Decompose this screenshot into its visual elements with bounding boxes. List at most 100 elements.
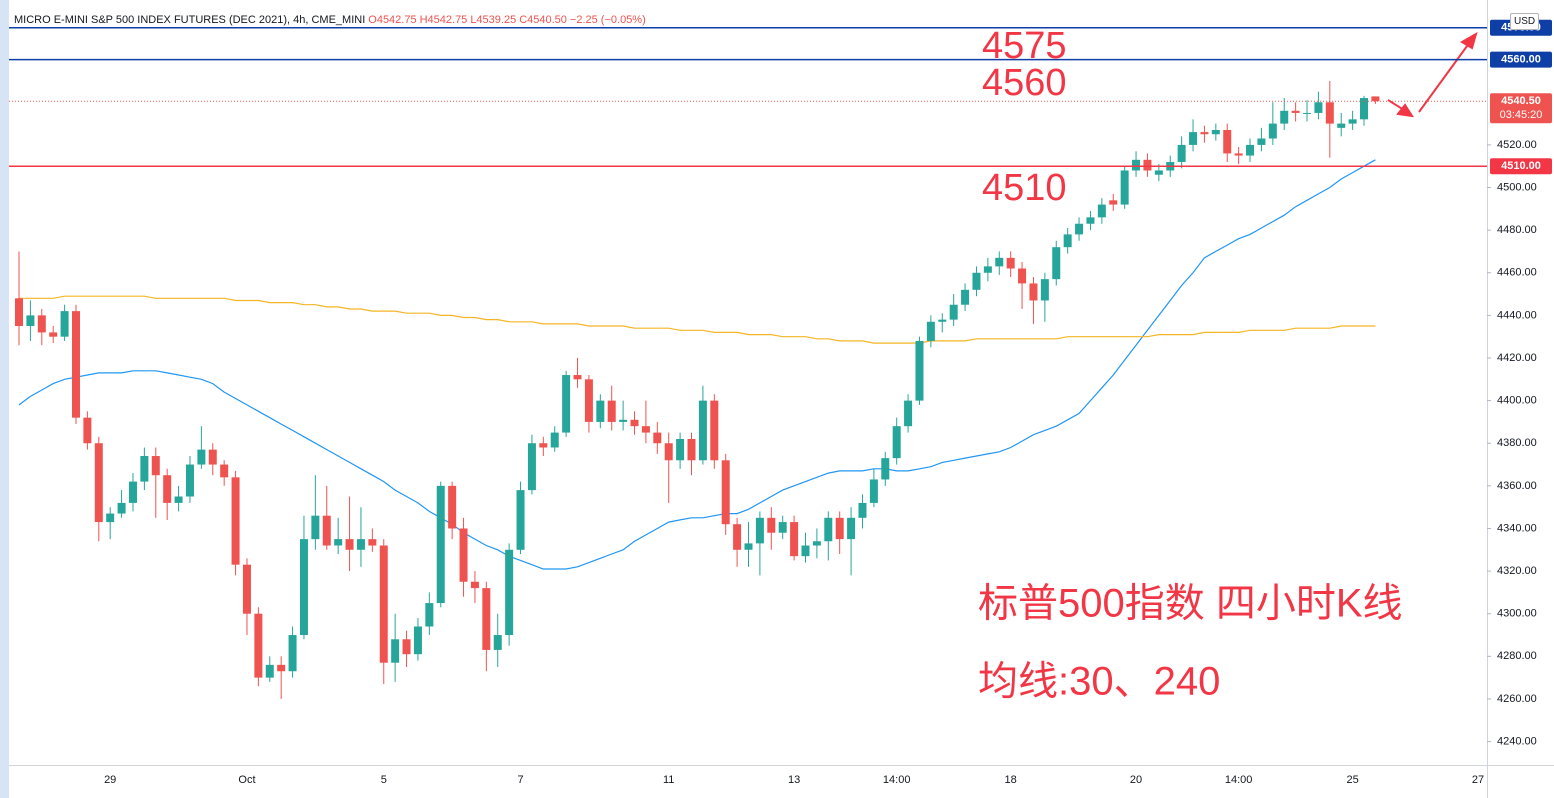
candle-body: [1234, 153, 1243, 156]
candle-body: [733, 524, 742, 550]
candle-body: [391, 639, 400, 663]
candle-body: [744, 543, 753, 550]
candle-body: [767, 517, 776, 533]
x-tick-label: 5: [381, 774, 387, 786]
y-tick-label: 4360.00: [1497, 480, 1537, 492]
candle-body: [881, 458, 890, 480]
candle-body: [15, 298, 23, 327]
y-tick-label: 4520.00: [1497, 139, 1537, 151]
candle-body: [847, 517, 856, 540]
candle-body: [904, 400, 913, 427]
ohlc-values: O4542.75 H4542.75 L4539.25 C4540.50 −2.25 (−…: [365, 14, 646, 26]
currency-button[interactable]: USD: [1510, 13, 1540, 30]
candle-body: [915, 340, 924, 401]
candle-body: [562, 375, 571, 433]
candle-body: [1325, 102, 1334, 124]
level-label-box: [1490, 51, 1552, 68]
candle-body: [436, 485, 445, 604]
candle-body: [641, 426, 650, 433]
candle-body: [527, 443, 536, 491]
candle-body: [790, 522, 799, 557]
level-label: 4510.00: [1501, 160, 1541, 172]
y-tick-label: 4280.00: [1497, 650, 1537, 662]
level-label: 4560.00: [1501, 54, 1541, 66]
candle-body: [1268, 123, 1277, 139]
candle-body: [288, 635, 297, 672]
candle-body: [550, 432, 559, 448]
candle-body: [1200, 132, 1209, 135]
candle-body: [151, 456, 160, 476]
level-annotation: 4560: [982, 62, 1067, 104]
y-tick-label: 4240.00: [1497, 735, 1537, 747]
candle-body: [1257, 138, 1266, 145]
candle-body: [505, 549, 514, 636]
y-tick-label: 4460.00: [1497, 267, 1537, 279]
candle-body: [1360, 98, 1369, 120]
candle-body: [37, 315, 46, 333]
candle-body: [1189, 132, 1198, 145]
candle-body: [1246, 144, 1255, 156]
y-tick-label: 4380.00: [1497, 437, 1537, 449]
candle-body: [379, 545, 388, 663]
candle-body: [1075, 223, 1084, 235]
candle-body: [1154, 170, 1163, 175]
ohlc-value: O4542.75: [368, 14, 417, 26]
moving-average: [19, 295, 1376, 344]
annotation: 均线:30、240: [978, 660, 1220, 704]
candle-body: [664, 443, 673, 461]
drawn-arrows: [1387, 31, 1478, 118]
y-tick-label: 4420.00: [1497, 352, 1537, 364]
candle-body: [140, 456, 149, 482]
candle-body: [94, 443, 103, 523]
frame-edge: [0, 0, 9, 798]
candle-body: [1086, 217, 1095, 224]
x-tick-label: 27: [1472, 774, 1484, 786]
candle-body: [869, 479, 878, 503]
arrow-line: [1418, 41, 1471, 113]
candle-body: [938, 319, 947, 322]
candle-body: [26, 315, 35, 327]
candle-body: [174, 496, 183, 503]
candle-body: [892, 426, 901, 459]
candle-body: [698, 400, 707, 461]
candle-body: [1291, 110, 1300, 113]
candle-body: [1348, 119, 1357, 124]
candle-body: [254, 613, 263, 678]
candle-body: [835, 517, 844, 540]
candle-body: [1143, 159, 1152, 171]
candle-body: [106, 513, 115, 523]
level-annotation: 4575: [982, 25, 1067, 67]
candle-body: [163, 475, 172, 503]
x-tick-label: 14:00: [883, 774, 911, 786]
candle-body: [676, 438, 685, 461]
candle-body: [1109, 200, 1118, 205]
candle-body: [607, 400, 616, 422]
candle-body: [345, 539, 354, 550]
candle-body: [983, 266, 992, 273]
y-tick-label: 4340.00: [1497, 522, 1537, 534]
candle-body: [71, 311, 80, 418]
ohlc-value: H4542.75: [419, 14, 468, 26]
candle-body: [322, 515, 331, 546]
candle-body: [1314, 102, 1323, 113]
candle-body: [573, 375, 582, 380]
x-tick-label: 11: [663, 774, 674, 786]
candle-body: [1223, 129, 1232, 154]
candle-body: [687, 438, 696, 461]
candle-body: [413, 626, 422, 655]
candle-body: [1063, 234, 1072, 248]
x-tick-label: 7: [517, 774, 523, 786]
candle-body: [448, 485, 457, 529]
x-tick-label: 25: [1346, 774, 1358, 786]
candle-body: [1177, 144, 1186, 162]
candle-body: [368, 539, 377, 546]
last-price-box: [1490, 93, 1552, 124]
symbol-header: MICRO E-MINI S&P 500 INDEX FUTURES (DEC …: [14, 14, 646, 26]
candle-body: [299, 539, 308, 636]
candle-body: [1029, 283, 1038, 301]
candle-body: [83, 417, 92, 444]
candle-body: [311, 515, 320, 540]
candle-body: [208, 449, 217, 465]
